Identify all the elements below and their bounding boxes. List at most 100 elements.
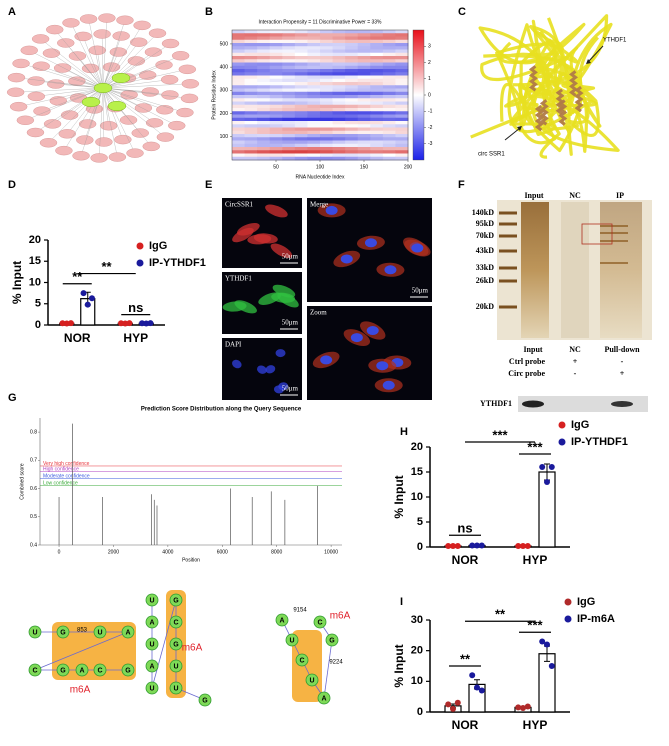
- heatmap-cell: [257, 137, 271, 141]
- heatmap-cell: [269, 134, 283, 138]
- x-tick-label: HYP: [523, 718, 548, 732]
- nucleus-stain: [376, 361, 389, 371]
- modification-label: m6A: [70, 685, 91, 696]
- heatmap-cell: [345, 78, 359, 83]
- heatmap-cell: [357, 39, 371, 44]
- x-tick-label: 0: [58, 549, 61, 555]
- heatmap-cell: [307, 30, 321, 34]
- network-node: [55, 145, 73, 156]
- heatmap-cell: [282, 52, 296, 57]
- heatmap-cell: [395, 78, 409, 83]
- heatmap-cell: [345, 153, 359, 158]
- blot-column: Input: [523, 345, 542, 354]
- network-edge: [102, 87, 109, 126]
- heatmap-cell: [244, 150, 258, 154]
- significance-label: ns: [128, 300, 143, 315]
- heatmap-cell: [244, 30, 258, 34]
- heatmap-cell: [294, 130, 308, 135]
- cell-stain: [232, 359, 242, 369]
- data-point: [478, 542, 485, 549]
- heatmap-cell: [269, 88, 283, 93]
- heatmap-cell: [320, 52, 334, 57]
- heatmap: [232, 30, 409, 161]
- heatmap-cell: [282, 30, 296, 34]
- threshold-label: Low confidence: [43, 481, 78, 487]
- heatmap-cell: [282, 72, 296, 76]
- heatmap-cell: [232, 143, 246, 148]
- network-edge: [36, 80, 104, 89]
- heatmap-cell: [232, 111, 246, 115]
- heatmap-cell: [244, 85, 258, 89]
- legend-marker: [136, 259, 144, 267]
- nucleus-stain: [382, 380, 395, 390]
- heatmap-cell: [382, 124, 396, 128]
- cell-stain: [234, 300, 257, 314]
- heatmap-cell: [332, 124, 346, 128]
- heatmap-cell: [269, 75, 283, 80]
- network-edge: [102, 79, 170, 89]
- heatmap-cell: [282, 88, 296, 93]
- network-node: [27, 76, 45, 86]
- y-axis-label: Protein Residue Index: [211, 70, 217, 120]
- heatmap-cell: [332, 30, 346, 34]
- y-tick-label: 200: [220, 111, 229, 117]
- heatmap-cell: [345, 95, 359, 99]
- heatmap-cell: [257, 75, 271, 80]
- heatmap-cell: [395, 143, 409, 148]
- marker-band: [499, 249, 517, 253]
- heatmap-cell: [257, 33, 271, 37]
- marker-band: [499, 234, 517, 238]
- network-node: [32, 61, 50, 71]
- y-axis-label: Combined score: [19, 463, 25, 500]
- threshold-label: Very high confidence: [43, 461, 90, 467]
- heatmap-cell: [382, 85, 396, 89]
- heatmap-cell: [332, 59, 346, 63]
- gel-lane: [600, 202, 642, 338]
- network-node: [6, 87, 25, 97]
- heatmap-cell: [282, 101, 296, 106]
- plot-title: Prediction Score Distribution along the …: [141, 407, 302, 413]
- colorbar-tick-label: -2: [428, 125, 433, 131]
- heatmap-cell: [357, 69, 371, 73]
- nucleus-stain: [340, 254, 353, 264]
- gel-lane: [521, 202, 549, 338]
- network-node: [95, 137, 113, 147]
- heatmap-cell: [269, 140, 283, 145]
- arrow-head: [517, 126, 522, 131]
- heatmap-cell: [282, 153, 296, 158]
- heatmap-cell: [257, 85, 271, 89]
- network-node: [79, 14, 98, 24]
- heatmap-cell: [382, 46, 396, 50]
- base-letter: A: [149, 619, 154, 626]
- heatmap-cell: [307, 130, 321, 135]
- heatmap-cell: [307, 111, 321, 115]
- heatmap-cell: [307, 156, 321, 161]
- network-edge: [70, 22, 104, 89]
- heatmap-cell: [257, 59, 271, 63]
- gel-band: [600, 240, 628, 242]
- heatmap-cell: [332, 72, 346, 76]
- heatmap-cell: [282, 65, 296, 70]
- heatmap-cell: [232, 30, 246, 34]
- site-label: 9224: [329, 660, 343, 666]
- heatmap-cell: [345, 121, 359, 125]
- heatmap-cell: [320, 91, 334, 96]
- heatmap-cell: [395, 98, 409, 102]
- network-edge: [102, 87, 185, 113]
- heatmap-cell: [257, 88, 271, 93]
- y-tick-label: 20: [29, 234, 41, 246]
- heatmap-cell: [332, 127, 346, 132]
- heatmap-cell: [232, 140, 246, 145]
- heatmap-cell: [244, 127, 258, 132]
- heatmap-cell: [320, 98, 334, 102]
- heatmap-cell: [345, 98, 359, 102]
- heatmap-cell: [320, 82, 334, 86]
- base-letter: G: [329, 637, 335, 644]
- data-point: [539, 464, 546, 470]
- network-node: [171, 51, 190, 61]
- base-letter: U: [309, 677, 314, 684]
- heatmap-cell: [332, 85, 346, 89]
- heatmap-cell: [269, 91, 283, 96]
- heatmap-cell: [370, 43, 384, 47]
- heatmap-cell: [257, 56, 271, 60]
